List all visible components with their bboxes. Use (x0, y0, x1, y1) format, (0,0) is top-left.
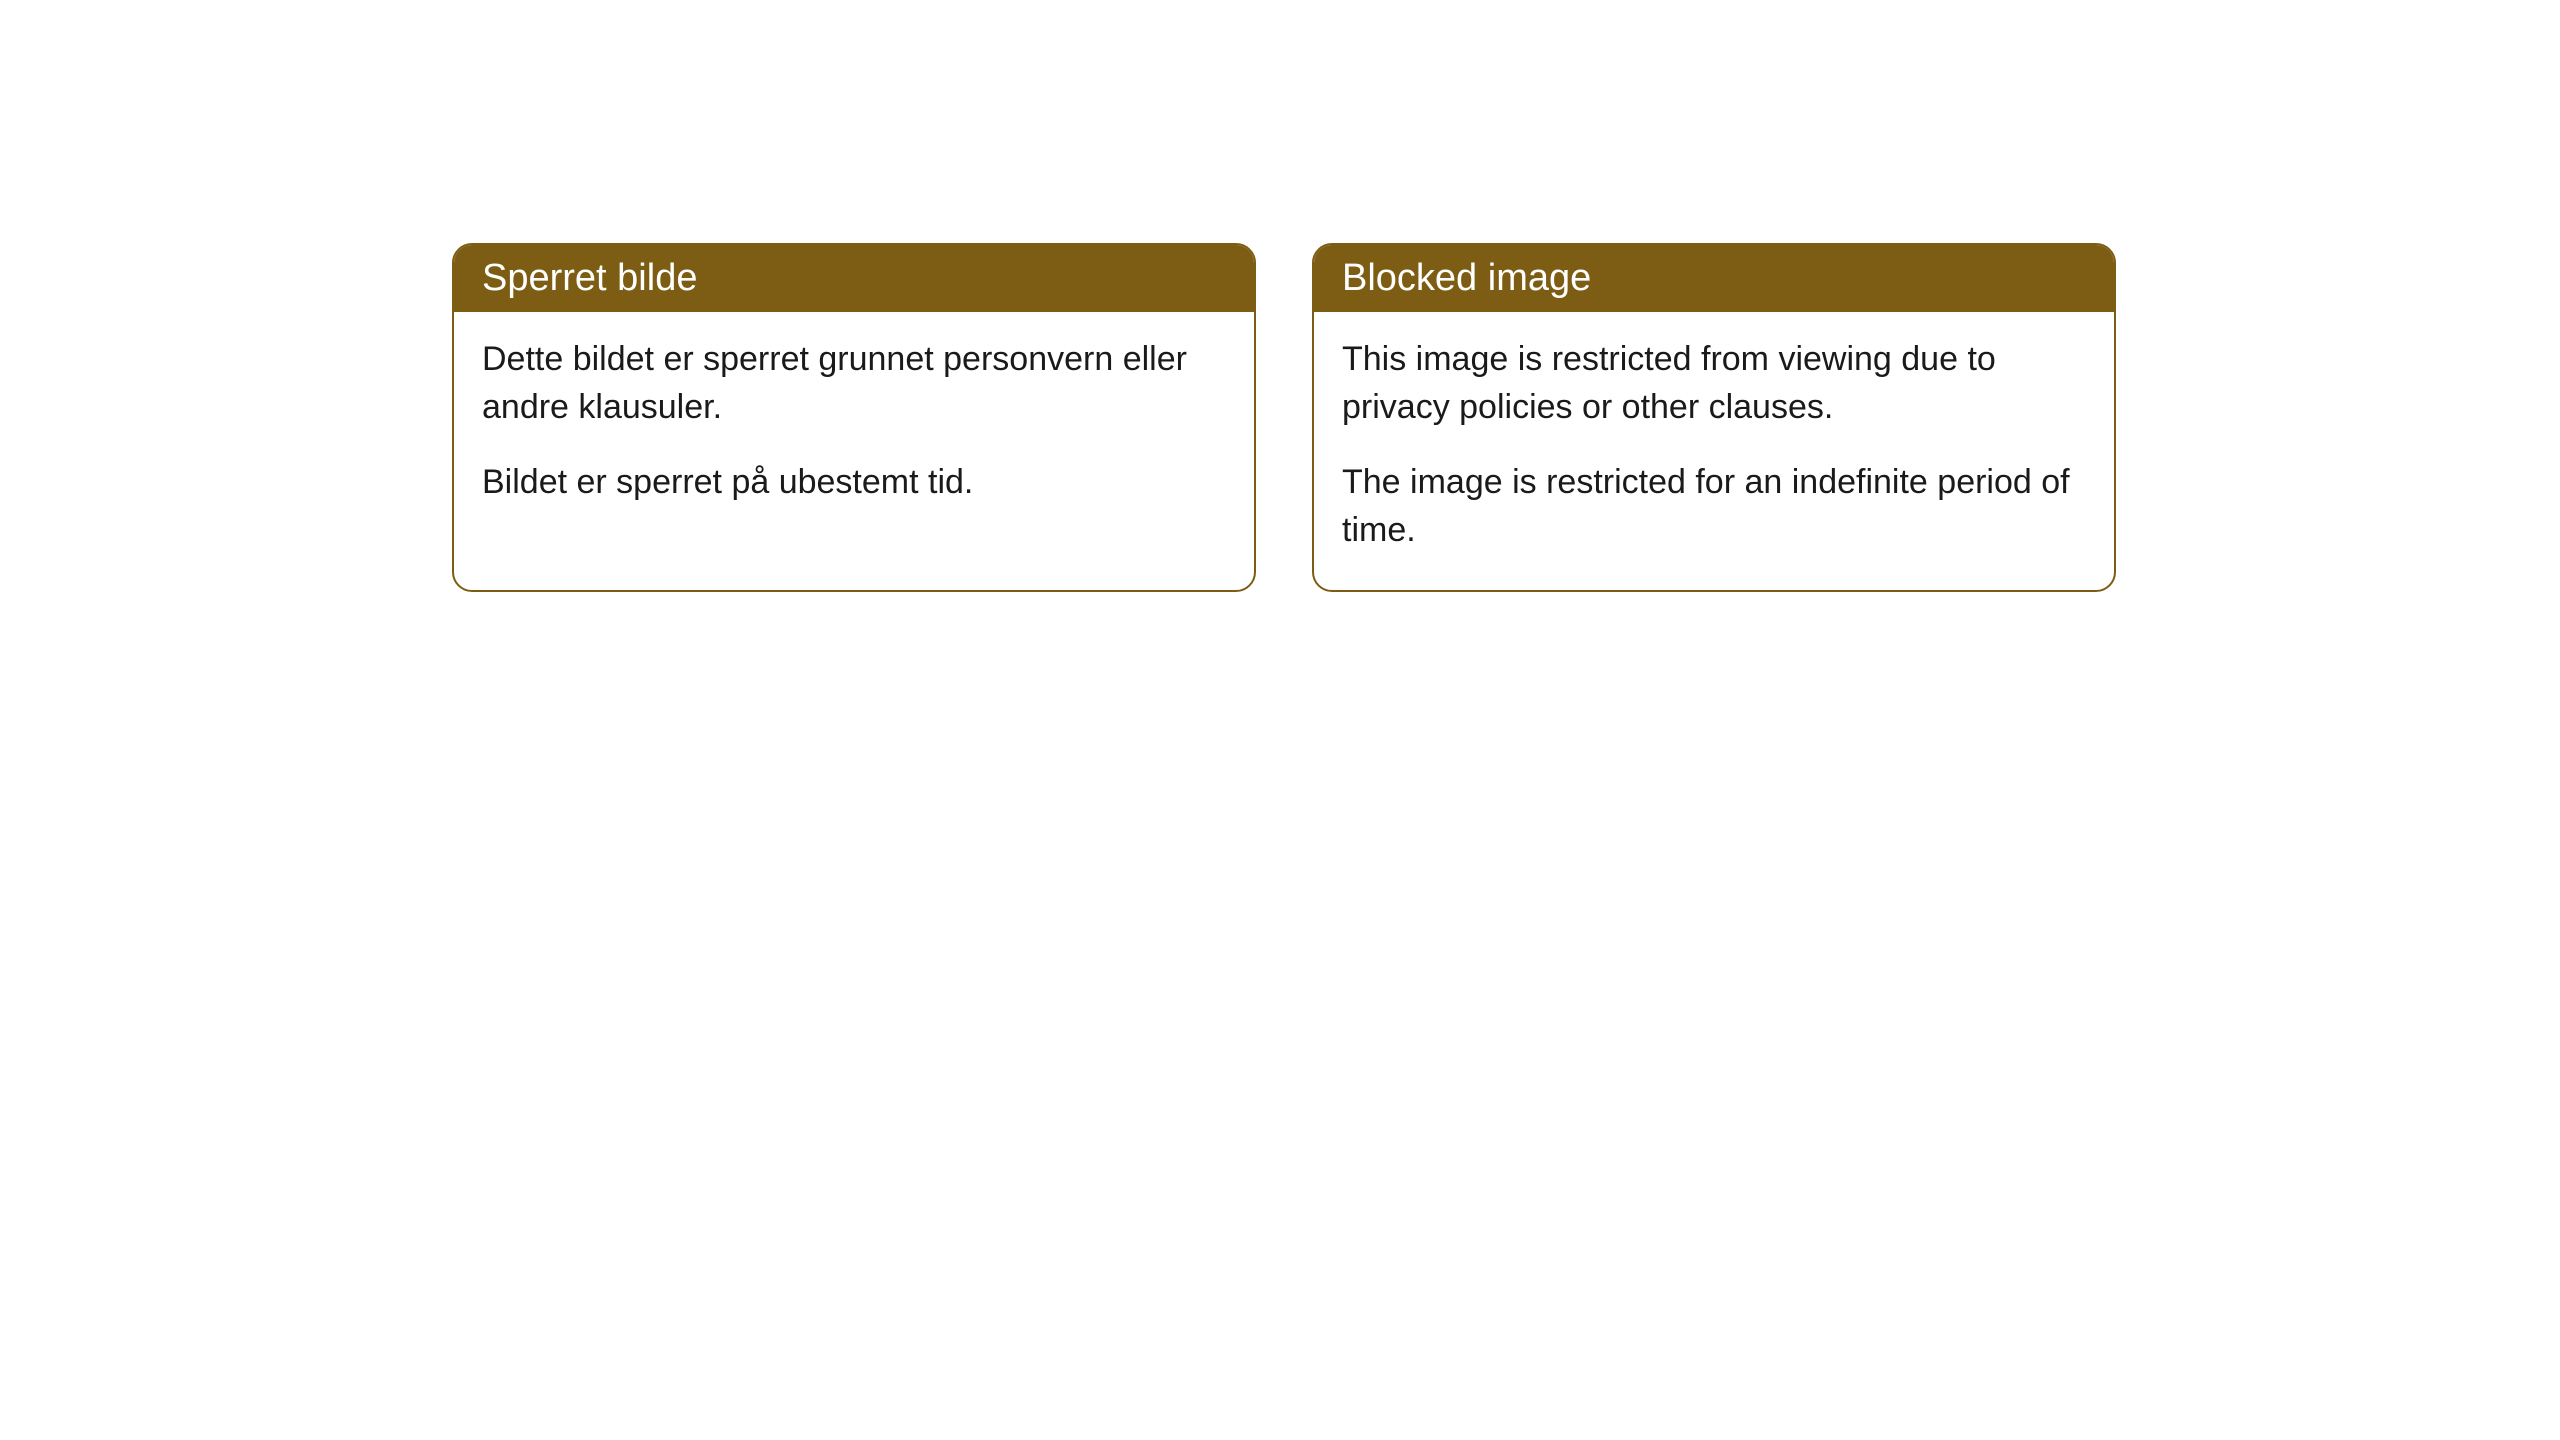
card-paragraph: The image is restricted for an indefinit… (1342, 459, 2086, 554)
notice-card-norwegian: Sperret bilde Dette bildet er sperret gr… (452, 243, 1256, 592)
card-paragraph: This image is restricted from viewing du… (1342, 336, 2086, 431)
card-paragraph: Dette bildet er sperret grunnet personve… (482, 336, 1226, 431)
notice-cards-container: Sperret bilde Dette bildet er sperret gr… (452, 243, 2116, 592)
card-body: This image is restricted from viewing du… (1314, 312, 2114, 590)
card-paragraph: Bildet er sperret på ubestemt tid. (482, 459, 1226, 507)
notice-card-english: Blocked image This image is restricted f… (1312, 243, 2116, 592)
card-header: Sperret bilde (454, 245, 1254, 312)
card-body: Dette bildet er sperret grunnet personve… (454, 312, 1254, 543)
card-title: Blocked image (1342, 257, 1591, 299)
card-title: Sperret bilde (482, 257, 697, 299)
card-header: Blocked image (1314, 245, 2114, 312)
